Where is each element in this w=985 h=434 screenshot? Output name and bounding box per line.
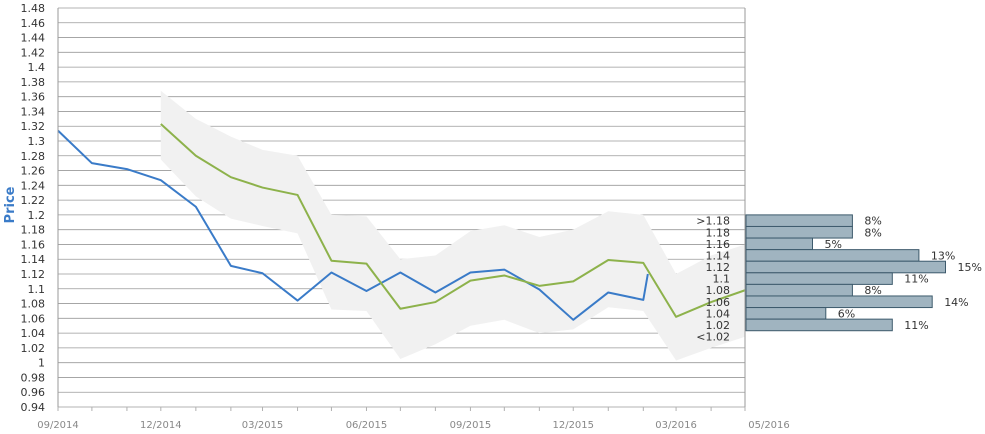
x-tick-label: 03/2016 [655,420,697,431]
y-tick-label: 1.1 [28,283,46,296]
distribution-bar-percent: 11% [904,319,928,332]
y-tick-label: 1.26 [21,165,46,178]
y-tick-label: 0.94 [21,401,46,414]
x-tick-label: 09/2014 [37,420,79,431]
distribution-bar [745,318,893,332]
distribution-bar-percent: 8% [864,226,881,239]
confidence-band [160,90,745,361]
x-tick-label: 12/2015 [552,420,594,431]
distribution-bar [745,283,853,297]
distribution-bar [745,307,827,320]
y-axis-label: Price [3,186,18,223]
distribution-bar-percent: 14% [944,296,968,309]
distribution-bar [745,272,893,285]
y-tick-label: 1.02 [21,342,46,355]
y-tick-label: 1.38 [21,76,46,89]
y-tick-label: 1.36 [21,91,46,104]
y-tick-label: 1.24 [21,179,46,192]
y-tick-label: 1.3 [28,135,46,148]
y-tick-label: 1.4 [28,61,46,74]
distribution-bar-percent: 15% [958,261,982,274]
distribution-bar [745,214,853,227]
distribution-bin-label: 1.02 [706,319,731,332]
y-tick-label: 1.06 [21,312,46,325]
distribution-bar-percent: 13% [931,249,955,262]
y-tick-label: 1.12 [21,268,46,281]
series-lines [57,123,746,321]
distribution-bin-label: 1.14 [706,249,731,262]
distribution-bar-percent: 5% [825,238,842,251]
distribution-bin-label: 1.12 [706,261,731,274]
distribution-bar [745,260,946,274]
y-tick-label: 1.46 [21,17,46,30]
y-tick-label: 1.34 [21,105,46,118]
y-tick-labels: 0.94 0.96 0.981 1.02 1.04 1.061.08 1.1 1.12 1.14… [21,2,46,414]
x-tick-labels: 09/2014 12/2014 03/2015 06/2015 09/2015 12/20… [37,420,790,431]
y-tick-label: 1.2 [28,209,46,222]
distribution-bin-label: 1.18 [706,226,731,239]
x-tick-label: 03/2015 [242,420,284,431]
series-line-1 [57,129,649,321]
y-tick-label: 1.32 [21,120,46,133]
y-tick-label: 1.16 [21,238,46,251]
distribution-bin-label: 1.08 [706,284,731,297]
distribution-bar-percent: 8% [864,284,881,297]
distribution-bin-label: >1.18 [696,215,730,228]
y-tick-label: 1.28 [21,150,46,163]
y-tick-label: 1.44 [21,32,46,45]
distribution-bar [745,237,813,251]
distribution-bar [745,249,920,262]
x-tick-label: 09/2015 [450,420,492,431]
y-tick-label: 1 [38,357,45,370]
y-tick-label: 1.14 [21,253,46,266]
x-tick-label: 06/2015 [346,420,388,431]
distribution-bar [745,295,933,309]
x-tick-label: 12/2014 [140,420,182,431]
distribution-bar [745,225,853,239]
distribution-bin-label: <1.02 [696,331,730,344]
y-tick-label: 1.04 [21,327,46,340]
y-tick-label: 1.22 [21,194,46,207]
distribution-bin-label: 1.06 [706,296,731,309]
forecast-band [160,90,745,361]
distribution-bar-percent: 8% [864,215,881,228]
y-tick-label: 1.48 [21,2,46,15]
y-tick-label: 1.18 [21,224,46,237]
y-tick-label: 1.08 [21,298,46,311]
distribution-bin-label: 1.1 [713,273,731,286]
series-line-2 [160,123,746,318]
distribution-bin-label: 1.16 [706,238,731,251]
y-tick-label: 0.96 [21,386,46,399]
distribution-bar-percent: 11% [904,273,928,286]
distribution-bin-label: 1.04 [706,307,731,320]
distribution-bar-percent: 6% [838,307,855,320]
distribution-bars: >1.18 8% 1.18 8% 1.16 5% 1.14 13% 1.12 15% 1.1 11% 1… [696,214,982,344]
y-tick-label: 1.42 [21,46,46,59]
axes [57,8,746,411]
y-tick-label: 0.98 [21,371,46,384]
x-tick-label: 05/2016 [748,420,790,431]
